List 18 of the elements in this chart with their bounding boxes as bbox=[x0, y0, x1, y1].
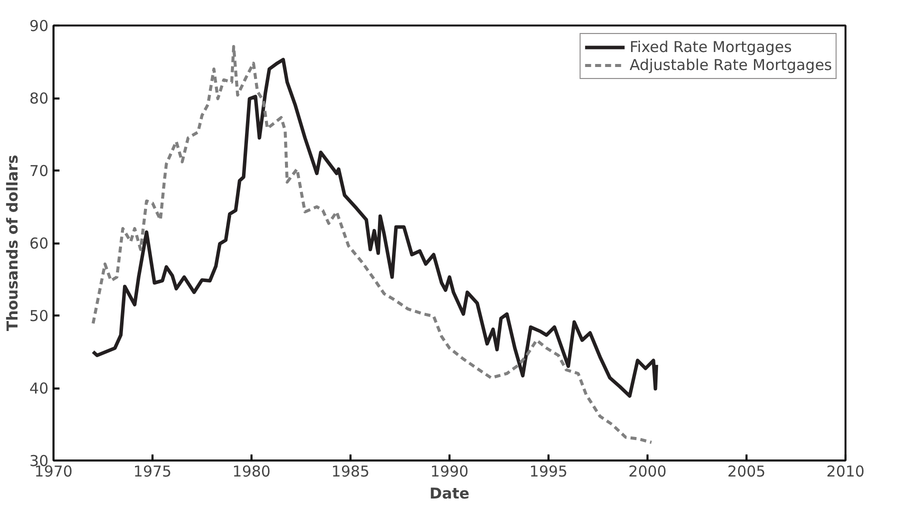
x-tick-label: 1975 bbox=[133, 462, 172, 480]
x-tick-label: 1985 bbox=[331, 462, 370, 480]
x-tick-label: 2005 bbox=[727, 462, 766, 480]
x-tick-label: 1980 bbox=[232, 462, 271, 480]
x-tick-label: 2000 bbox=[628, 462, 667, 480]
y-tick-label: 80 bbox=[29, 90, 49, 108]
x-tick-label: 1990 bbox=[430, 462, 469, 480]
legend-label: Adjustable Rate Mortgages bbox=[630, 56, 832, 74]
x-tick-label: 2010 bbox=[826, 462, 865, 480]
y-axis-title: Thousands of dollars bbox=[3, 154, 22, 332]
y-tick-label: 90 bbox=[29, 17, 49, 35]
x-tick-label: 1995 bbox=[529, 462, 568, 480]
y-tick-label: 70 bbox=[29, 162, 49, 180]
y-tick-label: 60 bbox=[29, 234, 49, 252]
y-tick-label: 40 bbox=[29, 380, 49, 398]
legend-label: Fixed Rate Mortgages bbox=[630, 38, 792, 56]
y-tick-label: 50 bbox=[29, 307, 49, 325]
x-axis-title: Date bbox=[430, 484, 470, 502]
